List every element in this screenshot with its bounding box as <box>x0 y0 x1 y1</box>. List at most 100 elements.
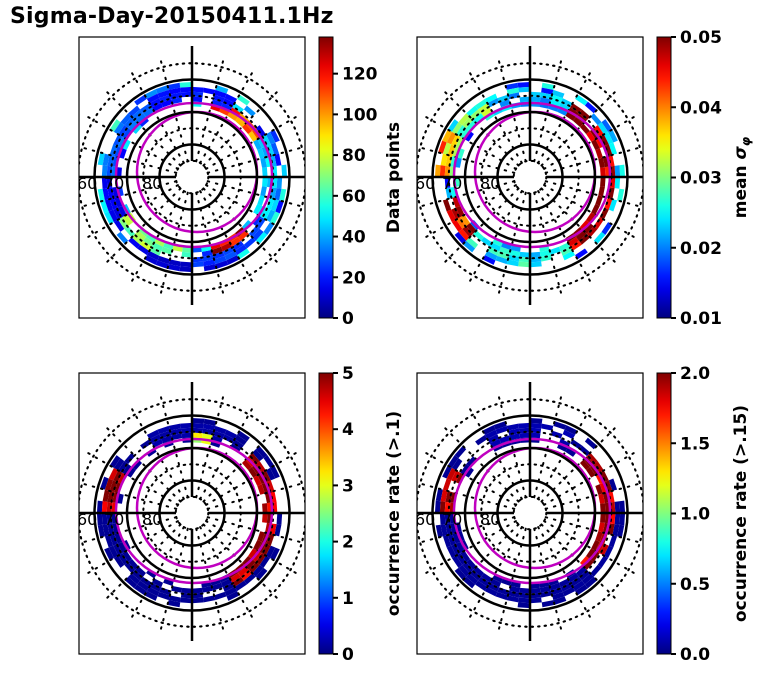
data-bin <box>255 217 266 229</box>
colorbar-gradient <box>656 36 672 319</box>
data-bin <box>462 576 476 589</box>
data-bin <box>270 211 280 225</box>
data-bin <box>519 251 530 258</box>
lat-label-60: 60 <box>77 510 97 529</box>
data-bin <box>253 475 262 486</box>
data-bin <box>457 148 465 159</box>
data-bin <box>226 591 240 601</box>
dotted-spoke <box>441 523 520 602</box>
data-bin <box>118 553 129 565</box>
data-bin <box>102 188 110 201</box>
colorbar-tick-label: 0.03 <box>680 169 722 189</box>
data-bin <box>181 432 192 439</box>
data-bin <box>122 214 133 226</box>
data-bin <box>518 422 530 429</box>
data-bin <box>101 177 108 189</box>
dotted-spoke <box>543 450 638 506</box>
data-bin <box>234 244 247 256</box>
data-bin <box>248 225 260 238</box>
data-bin <box>124 225 136 238</box>
data-bin <box>506 595 519 603</box>
data-bin <box>135 230 147 241</box>
dotted-spoke <box>129 190 185 285</box>
data-bin <box>586 212 596 223</box>
data-bin <box>270 199 280 212</box>
data-bin <box>192 96 203 103</box>
data-bin <box>586 467 596 478</box>
data-bin <box>451 470 461 483</box>
data-bin <box>434 500 441 513</box>
data-bin <box>248 548 258 559</box>
data-bin <box>155 260 169 269</box>
data-bin <box>454 231 467 245</box>
data-bin <box>179 266 192 273</box>
data-bin <box>117 472 127 485</box>
data-bin <box>593 217 604 229</box>
oval-boundary-poleward <box>135 446 259 570</box>
dotted-spoke <box>205 184 300 240</box>
data-bin <box>598 186 605 197</box>
data-bin <box>151 102 164 112</box>
dotted-spoke <box>467 69 523 164</box>
data-bin <box>180 597 192 604</box>
dotted-spoke <box>497 191 527 298</box>
polar-panel-2: 60 70 80 <box>416 36 644 319</box>
data-bin <box>451 555 463 568</box>
data-bin <box>597 122 609 135</box>
data-bin <box>612 524 620 537</box>
data-bin <box>442 465 452 479</box>
data-bin <box>211 582 223 591</box>
data-bin <box>128 120 139 132</box>
data-bin <box>489 578 502 588</box>
data-bin <box>212 94 225 103</box>
data-bin <box>564 425 578 435</box>
dotted-spoke <box>441 424 520 503</box>
data-bin <box>575 94 588 106</box>
data-bin <box>506 87 519 95</box>
colorbar-4: 0.0 0.5 1.0 1.5 2.0 occurrence rate (>.15) <box>656 364 751 665</box>
data-bin <box>203 259 216 267</box>
data-bin <box>201 249 213 257</box>
data-bin <box>601 222 613 235</box>
data-bin <box>570 439 582 450</box>
dotted-spoke <box>497 392 527 499</box>
data-bin <box>261 207 271 220</box>
data-bin <box>509 585 521 593</box>
data-bin <box>595 484 603 495</box>
colorbar-tick-label: 2.0 <box>680 364 710 384</box>
data-bin <box>109 119 121 132</box>
data-bin <box>451 134 461 147</box>
dotted-spoke <box>533 392 563 499</box>
dotted-spoke <box>205 520 300 576</box>
lat-label-80: 80 <box>142 510 162 529</box>
data-bin <box>137 580 150 592</box>
data-bin <box>505 82 519 90</box>
dotted-spoke <box>544 481 643 510</box>
data-bin <box>140 103 152 114</box>
data-bin <box>595 195 603 206</box>
data-bin <box>232 576 244 587</box>
dotted-spoke <box>417 516 516 545</box>
lat-label-80: 80 <box>480 174 500 193</box>
data-bin <box>530 96 541 103</box>
data-bin <box>456 553 467 565</box>
data-bin <box>201 433 213 441</box>
dotted-spoke <box>422 184 517 240</box>
data-bin <box>168 423 181 431</box>
data-bin <box>179 81 192 88</box>
data-bin <box>487 582 500 592</box>
data-bin <box>600 503 606 513</box>
data-bin <box>509 249 521 257</box>
data-bin <box>444 501 451 513</box>
data-bin <box>599 207 609 220</box>
data-bin <box>252 228 264 241</box>
dotted-spoke <box>540 88 619 167</box>
data-bin <box>203 87 216 95</box>
colorbar-tick-label: 0 <box>342 309 354 329</box>
data-bin <box>124 576 138 589</box>
data-bin <box>124 561 136 574</box>
data-bin <box>442 142 452 155</box>
data-bin <box>435 524 443 538</box>
data-bin <box>146 233 157 243</box>
